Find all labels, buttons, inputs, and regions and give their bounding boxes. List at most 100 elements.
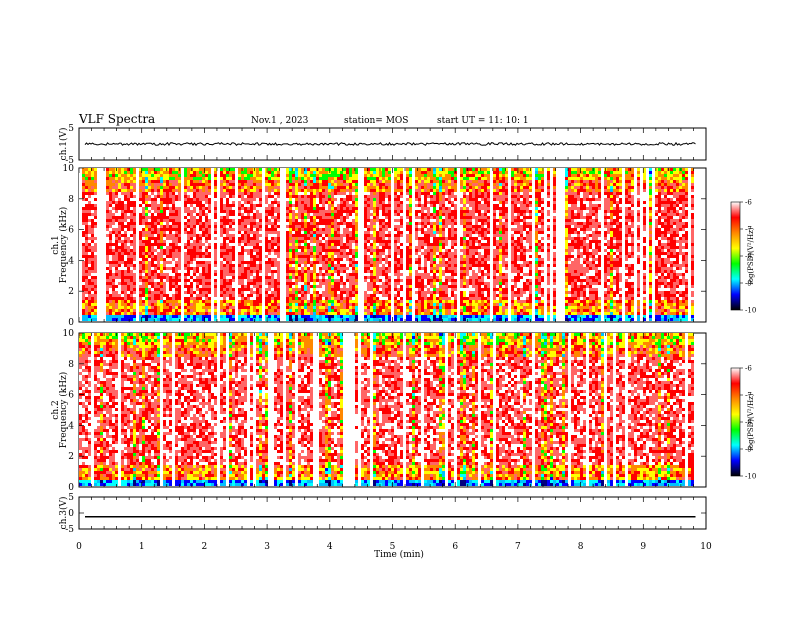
spectrogram-cell [364,261,367,264]
spectrogram-cell [175,246,178,249]
spectrogram-cell [217,279,220,282]
spectrogram-cell [169,222,172,225]
spectrogram-cell [274,228,277,231]
spectrogram-cell [127,207,130,210]
spectrogram-cell [112,240,115,243]
spectrogram-cell [352,294,355,297]
spectrogram-cell [166,171,169,174]
spectrogram-cell [124,267,127,270]
spectrogram-cell [268,237,271,240]
spectrogram-cell [250,285,253,288]
spectrogram-cell [283,282,286,285]
spectrogram-cell [259,237,262,240]
spectrogram-cell [292,192,295,195]
spectrogram-cell [253,294,256,297]
spectrogram-cell [154,279,157,282]
spectrogram-cell [361,267,364,270]
spectrogram-cell [229,240,232,243]
spectrogram-cell [229,279,232,282]
spectrogram-cell [277,285,280,288]
spectrogram-cell [163,270,166,273]
spectrogram-cell [208,228,211,231]
spectrogram-cell [286,243,289,246]
spectrogram-cell [79,183,82,186]
spectrogram-cell [349,219,352,222]
spectrogram-cell [208,237,211,240]
spectrogram-cell [178,198,181,201]
spectrogram-cell [340,204,343,207]
spectrogram-cell [229,171,232,174]
spectrogram-cell [187,171,190,174]
spectrogram-cell [205,237,208,240]
spectrogram-cell [199,168,202,171]
spectrogram-cell [169,231,172,234]
spectrogram-cell [190,264,193,267]
spectrogram-cell [358,192,361,195]
spectrogram-cell [361,198,364,201]
spectrogram-cell [367,273,370,276]
spectrogram-cell [211,231,214,234]
spectrogram-cell [346,213,349,216]
spectrogram-cell [316,228,319,231]
spectrogram-cell [199,183,202,186]
spectrogram-cell [106,228,109,231]
spectrogram-cell [364,174,367,177]
spectrogram-cell [202,282,205,285]
spectrogram-cell [304,243,307,246]
spectrogram-cell [355,273,358,276]
spectrogram-cell [307,192,310,195]
spectrogram-cell [319,225,322,228]
spectrogram-cell [295,168,298,171]
spectrogram-cell [169,285,172,288]
spectrogram-cell [169,249,172,252]
spectrogram-cell [193,228,196,231]
spectrogram-cell [271,189,274,192]
spectrogram-cell [133,261,136,264]
spectrogram-cell [286,177,289,180]
spectrogram-cell [169,186,172,189]
spectrogram-cell [367,306,370,309]
spectrogram-cell [154,222,157,225]
spectrogram-cell [268,189,271,192]
spectrogram-cell [118,201,121,204]
spectrogram-cell [277,264,280,267]
spectrogram-cell [349,279,352,282]
spectrogram-cell [157,198,160,201]
spectrogram-cell [199,174,202,177]
spectrogram-cell [211,276,214,279]
spectrogram-cell [214,240,217,243]
spectrogram-cell [82,309,85,312]
spectrogram-cell [304,285,307,288]
spectrogram-cell [127,309,130,312]
spectrogram-cell [364,225,367,228]
spectrogram-cell [349,201,352,204]
spectrogram-cell [118,282,121,285]
spectrogram-cell [139,207,142,210]
spectrogram-cell [160,180,163,183]
spectrogram-cell [214,255,217,258]
spectrogram-cell [160,288,163,291]
spectrogram-cell [85,258,88,261]
spectrogram-cell [211,210,214,213]
spectrogram-cell [130,231,133,234]
spectrogram-cell [286,228,289,231]
spectrogram-cell [157,219,160,222]
spectrogram-cell [166,267,169,270]
spectrogram-cell [130,195,133,198]
spectrogram-cell [328,249,331,252]
spectrogram-cell [175,225,178,228]
spectrogram-cell [178,234,181,237]
spectrogram-cell [157,204,160,207]
spectrogram-cell [361,300,364,303]
spectrogram-cell [94,291,97,294]
spectrogram-cell [229,231,232,234]
spectrogram-cell [79,309,82,312]
spectrogram-cell [148,189,151,192]
spectrogram-cell [85,225,88,228]
spectrogram-cell [136,177,139,180]
spectrogram-cell [184,231,187,234]
spectrogram-cell [118,180,121,183]
spectrogram-cell [115,183,118,186]
spectrogram-cell [277,234,280,237]
spectrogram-cell [211,267,214,270]
